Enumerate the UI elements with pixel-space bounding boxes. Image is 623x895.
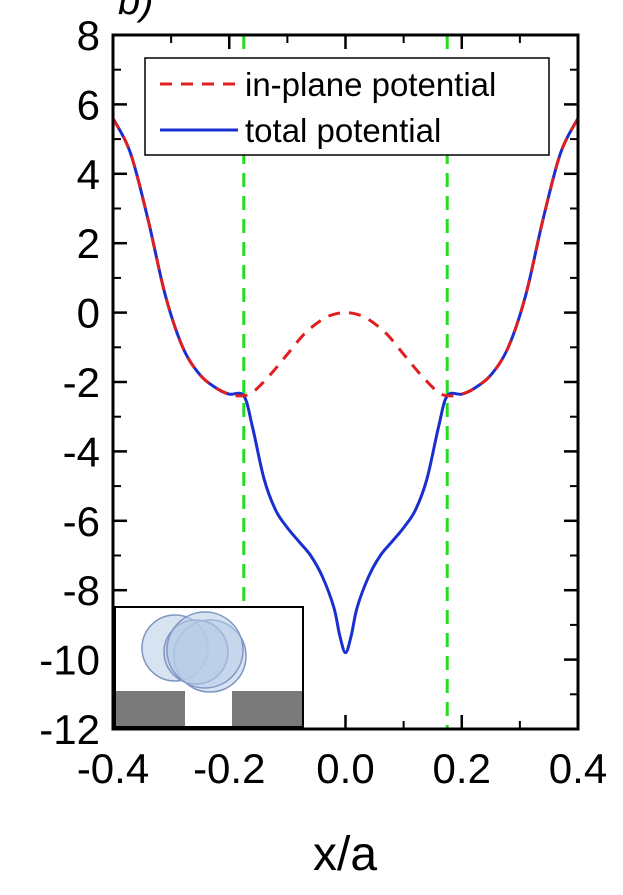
series-line-in-plane-potential [111, 117, 580, 398]
y-tick-label: 0 [77, 290, 100, 337]
x-tick-label: 0.2 [433, 745, 491, 792]
y-tick-label: 4 [77, 151, 100, 198]
axes: -0.4 -0.2 0.0 0.2 0.4 8 6 4 2 0 -2 -4 -6 -8 -10 -12 [39, 12, 607, 792]
y-tick-label: 6 [77, 81, 100, 128]
panel-label: b) [118, 0, 154, 23]
x-tick-label: 0.4 [549, 745, 607, 792]
legend-label-in-plane: in-plane potential [245, 66, 496, 103]
inset-substrate-right [232, 691, 302, 726]
x-axis-title: x/a [313, 828, 377, 881]
inset-diagram [114, 606, 304, 728]
y-tick-label: 8 [77, 12, 100, 59]
legend-label-total: total potential [245, 112, 441, 149]
legend: in-plane potential total potential [144, 57, 550, 156]
series-line-total-potential [111, 117, 580, 655]
x-tick-label: -0.4 [77, 745, 149, 792]
y-tick-label: -12 [39, 706, 100, 753]
inset-atom-4 [166, 611, 244, 689]
y-tick-label: -4 [63, 428, 100, 475]
inset-substrate-left [116, 691, 185, 726]
x-tick-label: -0.2 [193, 745, 265, 792]
y-tick-label: -6 [63, 498, 100, 545]
x-tick-label: 0.0 [316, 745, 374, 792]
y-tick-label: -2 [63, 359, 100, 406]
y-tick-label: -10 [39, 637, 100, 684]
y-tick-label: -8 [63, 567, 100, 614]
y-tick-label: 2 [77, 220, 100, 267]
legend-box [144, 57, 550, 156]
